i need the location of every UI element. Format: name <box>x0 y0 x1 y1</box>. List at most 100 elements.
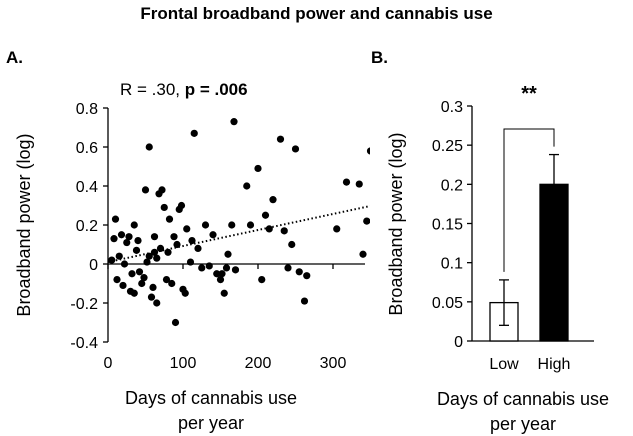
y-tick-label: 0.4 <box>76 179 98 196</box>
scatter-point <box>220 289 228 297</box>
scatter-point <box>295 268 303 276</box>
scatter-point <box>153 299 161 307</box>
scatter-point <box>135 268 144 276</box>
scatter-point <box>284 264 292 272</box>
scatter-chart: -0.4 -0.2 0 0.2 0.4 0.6 0.8 0 100 200 300 Broadband… <box>14 101 370 433</box>
x-tick-label: 200 <box>245 355 272 372</box>
y-tick-label: -0.4 <box>70 335 98 352</box>
scatter-point <box>143 258 151 266</box>
scatter-point <box>130 221 138 229</box>
scatter-point <box>168 279 176 288</box>
y-tick-label: 0.8 <box>76 101 98 118</box>
scatter-point <box>231 266 240 274</box>
scatter-point <box>145 143 153 151</box>
y-tick-label: 0.05 <box>432 295 463 312</box>
scatter-point <box>153 254 161 262</box>
scatter-point <box>140 274 148 282</box>
y-tick-label: 0.2 <box>76 218 98 235</box>
p-value-text: p = .006 <box>184 80 248 99</box>
scatter-point <box>115 252 123 260</box>
scatter-point <box>134 237 142 245</box>
scatter-point <box>333 225 341 233</box>
r-value-text: R = .30, <box>120 80 185 99</box>
scatter-point <box>150 233 159 241</box>
y-tick-label: 0.15 <box>432 217 463 234</box>
x-tick-label: 100 <box>170 355 197 372</box>
scatter-point <box>355 180 363 188</box>
y-tick-label: 0.1 <box>441 256 463 273</box>
y-tick-label: 0.3 <box>441 99 463 116</box>
scatter-point <box>162 276 171 284</box>
scatter-point <box>119 281 127 290</box>
panel-b-label: B. <box>371 48 388 67</box>
scatter-point <box>181 289 189 297</box>
scatter-point <box>138 279 146 288</box>
scatter-point <box>111 215 120 223</box>
scatter-point <box>165 215 174 223</box>
scatter-point <box>183 225 191 233</box>
scatter-point <box>280 227 288 235</box>
scatter-point <box>164 248 172 256</box>
scatter-point <box>209 231 217 239</box>
scatter-point <box>258 276 266 284</box>
x-tick-label: Low <box>489 356 519 373</box>
scatter-point <box>303 272 311 280</box>
scatter-point <box>177 201 186 210</box>
scatter-point <box>213 270 221 278</box>
scatter-point <box>108 256 116 264</box>
scatter-point <box>205 262 213 270</box>
scatter-point <box>218 270 226 278</box>
scatter-point <box>363 217 370 225</box>
scatter-point <box>222 264 231 272</box>
scatter-point <box>170 233 178 241</box>
scatter-point <box>230 118 238 126</box>
scatter-point <box>366 147 370 155</box>
scatter-point <box>198 264 206 272</box>
x-axis-title-line1: Days of cannabis use <box>125 388 297 408</box>
scatter-point <box>254 164 262 173</box>
scatter-point <box>117 231 126 239</box>
scatter-point <box>147 293 156 301</box>
x-axis-title-line2: per year <box>490 414 556 434</box>
correlation-stats: R = .30, p = .006 <box>120 80 248 100</box>
scatter-point <box>288 240 296 249</box>
scatter-point <box>194 244 202 252</box>
scatter-point <box>269 196 277 204</box>
scatter-point <box>276 135 285 143</box>
y-tick-label: 0 <box>89 257 98 274</box>
scatter-point <box>224 250 232 258</box>
scatter-point <box>188 237 196 245</box>
scatter-point <box>359 250 367 258</box>
scatter-point <box>201 221 210 229</box>
scatter-point <box>300 297 309 305</box>
scatter-point <box>291 145 300 153</box>
scatter-point <box>243 182 251 190</box>
x-tick-label: 0 <box>104 355 113 372</box>
bar-chart: 0 0.05 0.1 0.15 0.2 0.25 0.3 Low High ** Broadband… <box>386 83 609 434</box>
scatter-point <box>123 238 131 247</box>
scatter-point <box>156 244 165 252</box>
y-tick-label: 0.6 <box>76 140 98 157</box>
scatter-point <box>141 186 150 194</box>
trendline <box>107 205 370 264</box>
x-tick-label: High <box>538 356 571 373</box>
y-axis-title: Broadband power (log) <box>386 132 406 315</box>
scatter-point <box>149 283 157 291</box>
scatter-point <box>110 235 118 243</box>
scatter-point <box>128 270 136 278</box>
scatter-point <box>173 240 181 249</box>
scatter-point <box>265 225 273 233</box>
scatter-point <box>145 252 153 260</box>
scatter-point <box>342 178 351 186</box>
scatter-point <box>186 258 195 266</box>
x-axis-title-line2: per year <box>178 413 244 433</box>
y-tick-label: -0.2 <box>70 296 98 313</box>
y-tick-label: 0.25 <box>432 138 463 155</box>
significance-stars: ** <box>521 83 537 105</box>
scatter-point <box>158 186 166 194</box>
x-axis-title-line1: Days of cannabis use <box>437 389 609 409</box>
scatter-point <box>261 211 270 219</box>
y-tick-label: 0.2 <box>441 177 463 194</box>
scatter-point <box>130 289 138 297</box>
scatter-point <box>132 246 141 254</box>
